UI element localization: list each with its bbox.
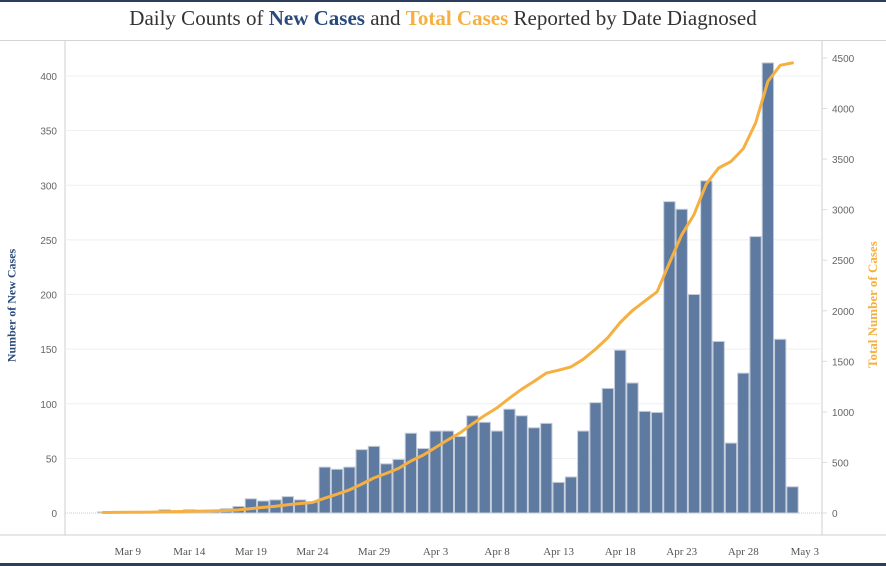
- y-tick-label-left: 350: [40, 127, 57, 138]
- y-tick-label-right: 500: [832, 458, 849, 469]
- y-tick-label-right: 4000: [832, 105, 855, 116]
- top-border: [0, 0, 886, 2]
- y-axis-left-title: Number of New Cases: [4, 248, 19, 363]
- bar-new-cases: [712, 340, 725, 514]
- bar-new-cases: [601, 387, 615, 514]
- y-tick-label-left: 300: [40, 181, 57, 192]
- bar-new-cases: [675, 208, 688, 514]
- y-tick-label-left: 0: [51, 509, 57, 520]
- bar-new-cases: [687, 294, 701, 514]
- y-tick-label-right: 3000: [832, 206, 855, 217]
- title-part-plain: Daily Counts of: [129, 6, 269, 30]
- title-part-total: Total Cases: [405, 6, 509, 30]
- bar-new-cases: [589, 402, 602, 514]
- bar-new-cases: [490, 430, 504, 514]
- bar-new-cases: [614, 349, 627, 514]
- bar-new-cases: [774, 338, 787, 514]
- bar-new-cases: [503, 408, 516, 514]
- y-tick-label-right: 2000: [832, 307, 855, 318]
- bar-new-cases: [318, 466, 331, 514]
- bar-new-cases: [293, 499, 307, 514]
- x-tick-label: Mar 29: [358, 546, 391, 558]
- bar-new-cases: [429, 430, 442, 514]
- y-tick-label-right: 3500: [832, 155, 855, 166]
- y-tick-label-right: 2500: [832, 256, 855, 267]
- y-tick-label-left: 100: [40, 400, 57, 411]
- y-tick-label-left: 200: [40, 291, 57, 302]
- bar-new-cases: [663, 201, 676, 514]
- x-tick-label: May 3: [791, 546, 820, 558]
- bar-new-cases: [577, 430, 590, 514]
- bar-new-cases: [404, 432, 418, 514]
- bar-new-cases: [453, 436, 467, 514]
- y-tick-label-left: 50: [46, 454, 58, 465]
- x-tick-label: Apr 18: [605, 546, 636, 558]
- y-tick-label-left: 250: [40, 236, 57, 247]
- x-tick-label: Apr 8: [484, 546, 510, 558]
- line-total-cases: [101, 61, 794, 514]
- chart-title: Daily Counts of New Cases and Total Case…: [0, 6, 886, 31]
- bottom-border: [0, 563, 886, 566]
- title-part-plain: and: [364, 6, 406, 30]
- bar-new-cases: [515, 415, 528, 514]
- bar-new-cases: [441, 430, 454, 514]
- x-tick-label: Apr 3: [423, 546, 449, 558]
- bar-new-cases: [466, 415, 479, 514]
- bar-new-cases: [417, 448, 430, 514]
- bar-new-cases: [380, 463, 393, 514]
- bar-new-cases: [564, 476, 578, 514]
- title-part-new: New Cases: [268, 6, 365, 30]
- header-divider: [0, 40, 886, 41]
- bar-new-cases: [527, 427, 541, 514]
- x-tick-label: Apr 23: [666, 546, 697, 558]
- y-tick-label-right: 1500: [832, 357, 855, 368]
- bar-new-cases: [478, 421, 491, 514]
- title-part-plain: Reported by Date Diagnosed: [508, 6, 757, 30]
- bar-new-cases: [552, 481, 565, 514]
- bar-new-cases: [737, 372, 750, 514]
- y-tick-label-left: 400: [40, 72, 57, 83]
- x-tick-label: Apr 28: [728, 546, 759, 558]
- bar-new-cases: [700, 180, 713, 514]
- bar-new-cases: [330, 468, 344, 514]
- bar-new-cases: [244, 498, 258, 514]
- y-tick-label-right: 4500: [832, 54, 855, 65]
- bar-new-cases: [638, 410, 651, 514]
- y-tick-label-right: 1000: [832, 408, 855, 419]
- x-tick-label: Mar 9: [114, 546, 141, 558]
- x-tick-label: Mar 14: [173, 546, 206, 558]
- y-axis-right-title: Total Number of Cases: [865, 241, 880, 368]
- x-tick-label: Apr 13: [543, 546, 574, 558]
- x-tick-label: Mar 19: [235, 546, 268, 558]
- bar-new-cases: [749, 236, 762, 514]
- y-tick-label-left: 150: [40, 345, 57, 356]
- bar-new-cases: [761, 62, 775, 514]
- bar-new-cases: [392, 458, 405, 514]
- bar-new-cases: [626, 382, 639, 514]
- bar-new-cases: [786, 486, 799, 514]
- bar-new-cases: [724, 442, 738, 514]
- y-tick-label-right: 0: [832, 509, 838, 520]
- bar-new-cases: [650, 411, 664, 514]
- bar-new-cases: [540, 422, 553, 514]
- x-tick-label: Mar 24: [296, 546, 329, 558]
